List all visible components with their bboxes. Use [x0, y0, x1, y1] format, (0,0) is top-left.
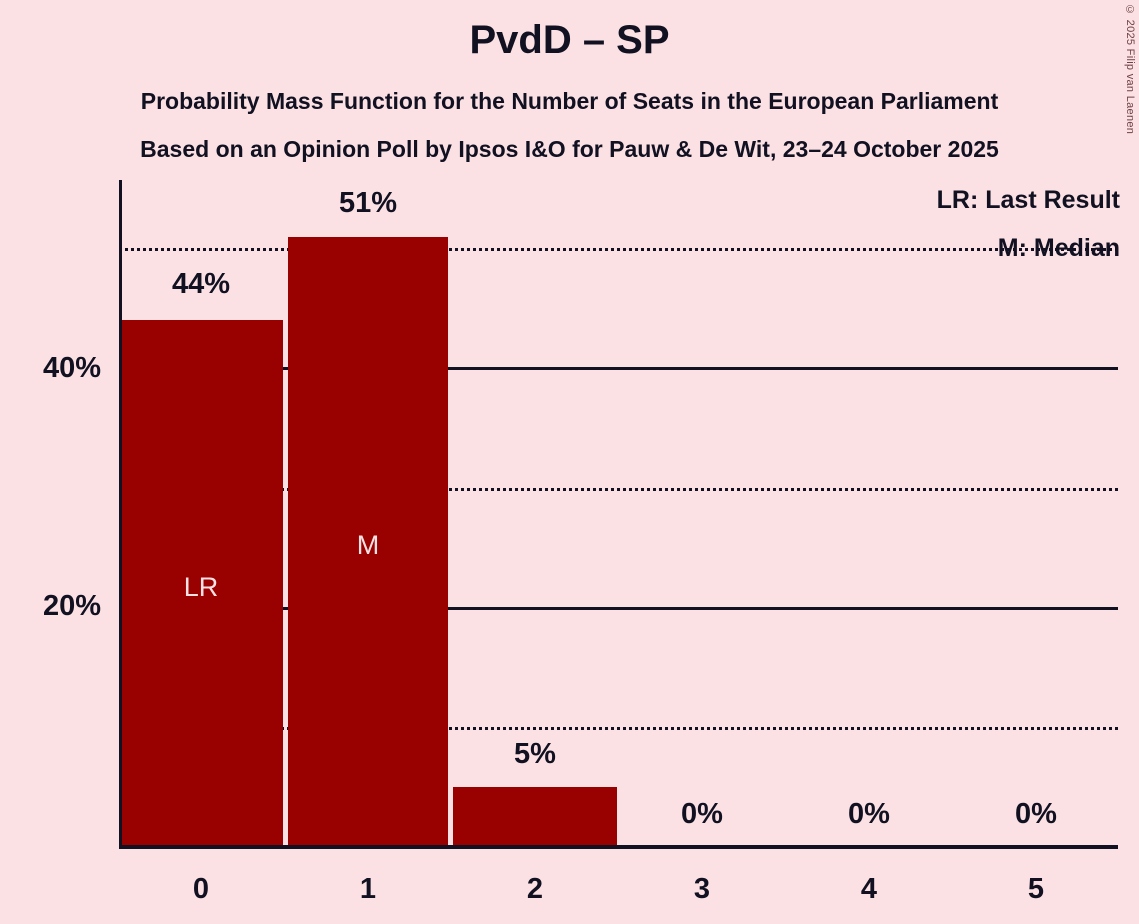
legend-last-result: LR: Last Result — [936, 186, 1120, 214]
gridline-30 — [119, 488, 1118, 491]
bar-value-1: 51% — [338, 187, 398, 219]
page-title: PvdD – SP — [469, 18, 670, 62]
x-axis-line — [119, 845, 1118, 849]
gridline-40 — [119, 367, 1118, 370]
x-tick-label-5: 5 — [1027, 873, 1045, 905]
y-tick-label-40: 40% — [42, 352, 101, 384]
chart-source-line: Based on an Opinion Poll by Ipsos I&O fo… — [140, 136, 999, 162]
x-tick-label-1: 1 — [359, 873, 377, 905]
bar-value-3: 0% — [681, 798, 723, 830]
bar-value-5: 0% — [1015, 798, 1057, 830]
legend-median: M: Median — [997, 234, 1120, 262]
bar-2[interactable] — [453, 787, 617, 847]
y-tick-label-20: 20% — [42, 590, 101, 622]
bar-value-4: 0% — [848, 798, 890, 830]
x-tick-label-4: 4 — [860, 873, 878, 905]
bar-value-0: 44% — [171, 268, 231, 300]
chart-subtitle: Probability Mass Function for the Number… — [140, 88, 999, 114]
gridline-20 — [119, 607, 1118, 610]
bar-annotation-last-result: LR — [183, 572, 219, 602]
x-tick-label-3: 3 — [693, 873, 711, 905]
x-tick-label-2: 2 — [526, 873, 544, 905]
gridline-50 — [119, 248, 1118, 251]
bar-0[interactable] — [119, 320, 283, 847]
bar-1[interactable] — [288, 237, 448, 847]
y-axis-line — [119, 180, 122, 847]
bar-annotation-median: M — [356, 530, 380, 560]
bar-value-2: 5% — [514, 738, 556, 770]
gridline-10 — [119, 727, 1118, 730]
copyright-notice: © 2025 Filip van Laenen — [1124, 4, 1136, 135]
x-tick-label-0: 0 — [192, 873, 210, 905]
